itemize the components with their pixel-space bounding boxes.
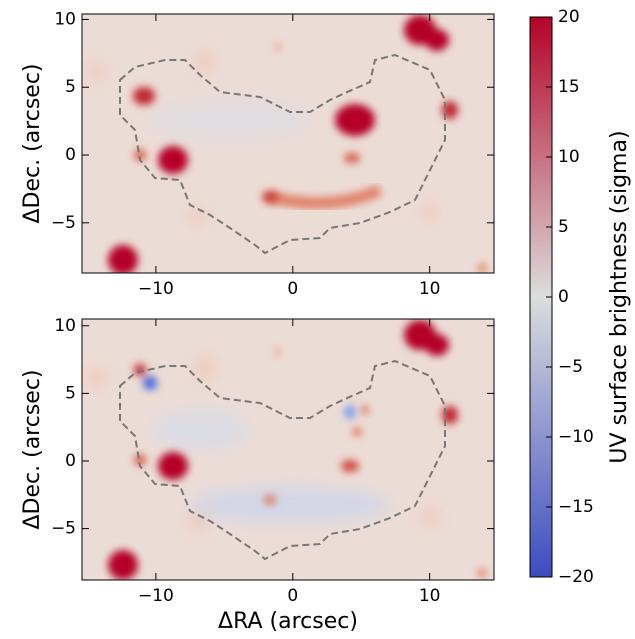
colorbar-tick-label: 0 — [558, 287, 569, 307]
x-tick-label: 0 — [287, 586, 298, 606]
plot-frame — [81, 13, 495, 274]
y-axis-label: ΔDec. (arcsec) — [20, 63, 45, 223]
y-tick-label: −5 — [51, 519, 76, 539]
x-axis-label: ΔRA (arcsec) — [218, 609, 358, 634]
colorbar-tick-label: −10 — [558, 427, 594, 447]
colorbar-label: UV surface brightness (sigma) — [607, 130, 632, 463]
x-tick-label: −10 — [138, 279, 174, 299]
y-tick-label: 10 — [54, 9, 76, 29]
x-tick-label: 0 — [287, 279, 298, 299]
plot-frame — [81, 318, 495, 581]
x-tick-label: −10 — [138, 586, 174, 606]
y-tick-label: −5 — [51, 213, 76, 233]
y-tick-label: 0 — [65, 451, 76, 471]
colorbar-tick-label: −20 — [558, 567, 594, 587]
y-tick-label: 10 — [54, 316, 76, 336]
colorbar-tick-label: 10 — [558, 147, 580, 167]
y-tick-label: 5 — [65, 383, 76, 403]
colorbar-tick-label: 5 — [558, 217, 569, 237]
colorbar-tick-label: −5 — [558, 357, 583, 377]
y-tick-label: 5 — [65, 77, 76, 97]
colorbar-tick-label: 20 — [558, 7, 580, 27]
image-panel — [82, 319, 494, 580]
image-panel — [82, 14, 494, 273]
x-tick-label: 10 — [419, 279, 441, 299]
colorbar-tick-label: −15 — [558, 497, 594, 517]
colorbar-tick-label: 15 — [558, 77, 580, 97]
y-tick-label: 0 — [65, 145, 76, 165]
x-tick-label: 10 — [419, 586, 441, 606]
y-axis-label: ΔDec. (arcsec) — [20, 369, 45, 529]
